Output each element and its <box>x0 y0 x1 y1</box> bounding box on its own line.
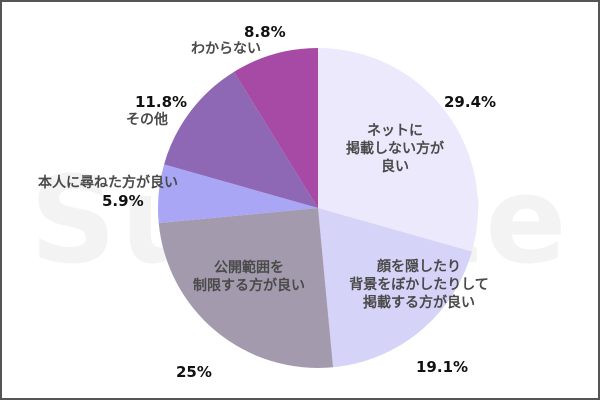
slice-2-label-line: 顔を隠したり <box>377 259 461 275</box>
slice-5-label: その他 <box>126 112 168 128</box>
pie-slice-6 <box>233 48 318 208</box>
pie-slice-2 <box>318 208 472 368</box>
pie-slice-4 <box>158 164 318 224</box>
slice-2-label: 顔を隠したり 背景をぼかしたりして 掲載する方が良い <box>330 258 508 313</box>
slice-2-label-line: 掲載する方が良い <box>363 295 475 312</box>
pie-slice-1 <box>318 48 478 252</box>
slice-2-percent: 19.1% <box>416 358 469 376</box>
slice-1-label-line: 掲載しない方が <box>346 141 444 158</box>
pie-slice-3 <box>158 208 334 369</box>
slice-1-label-line: ネットに <box>367 123 423 139</box>
slice-6-percent: 8.8% <box>244 23 286 41</box>
pie-slice-5 <box>164 71 318 208</box>
slice-1-label: ネットに 掲載しない方が 良い <box>330 122 460 177</box>
slice-4-label: 本人に尋ねた方が良い <box>38 175 178 191</box>
slice-1-label-line: 良い <box>381 159 409 176</box>
slice-1-percent: 29.4% <box>444 93 497 111</box>
slice-3-percent: 25% <box>176 363 212 381</box>
slice-5-percent: 11.8% <box>135 93 188 111</box>
slice-2-label-line: 背景をぼかしたりして <box>349 277 489 294</box>
slice-3-label: 公開範囲を 制限する方が良い <box>176 259 322 295</box>
slice-3-label-line: 制限する方が良い <box>193 278 305 295</box>
slice-6-label: わからない <box>191 41 261 57</box>
slice-3-label-line: 公開範囲を <box>214 260 284 276</box>
slice-4-percent: 5.9% <box>102 192 144 210</box>
